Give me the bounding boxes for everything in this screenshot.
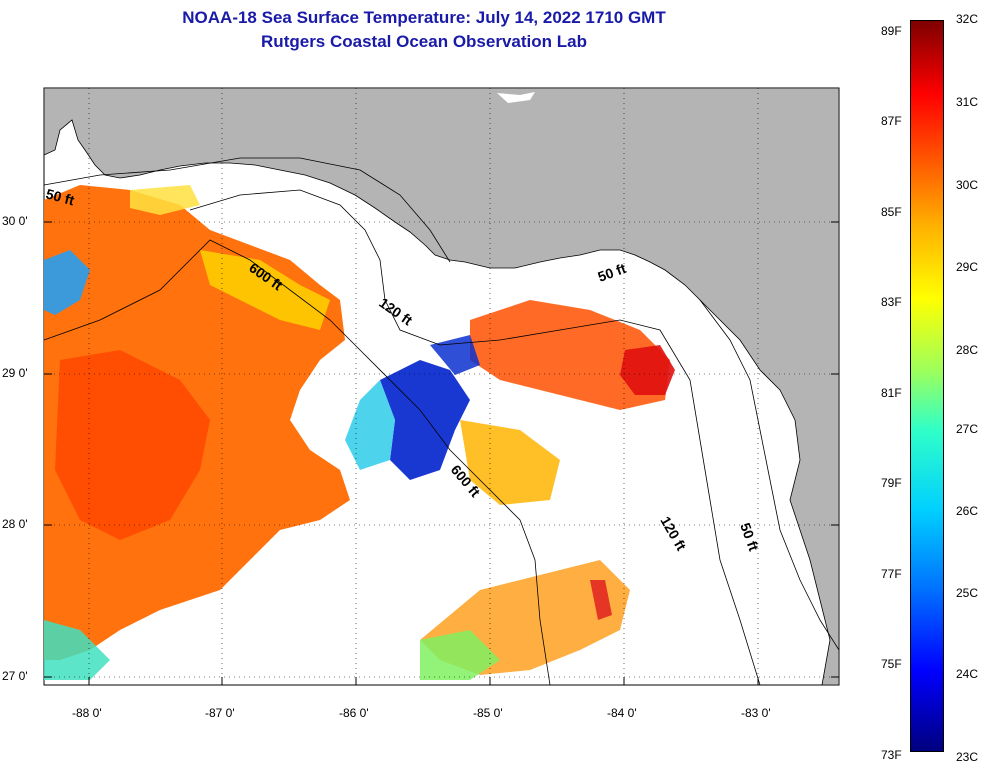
cbar-c-29: 29C [956, 260, 979, 274]
cbar-c-24: 24C [956, 667, 979, 681]
land-island [497, 92, 535, 103]
sst-patch-mixed-center [460, 420, 560, 505]
cbar-c-28: 28C [956, 343, 979, 357]
chart-subtitle: Rutgers Coastal Ocean Observation Lab [261, 32, 587, 51]
cbar-c-32: 32C [956, 12, 979, 26]
lat-label-28: 28 0' [2, 517, 28, 531]
cbar-f-77: 77F [881, 567, 902, 581]
lon-label-87: -87 0' [205, 706, 235, 720]
land-mass [43, 87, 840, 686]
sst-patch-south-green [420, 630, 500, 680]
sst-patch-warm-center [470, 300, 670, 410]
sst-patch-north-coast [130, 185, 200, 215]
lon-label-84: -84 0' [607, 706, 637, 720]
cbar-f-85: 85F [881, 205, 902, 219]
contour-50ft-east [699, 299, 840, 651]
sst-map: 50 ft 600 ft 120 ft 50 ft 600 ft 120 ft … [43, 87, 840, 686]
cbar-f-75: 75F [881, 657, 902, 671]
sst-patch-yellow-west [200, 250, 330, 330]
temperature-colorbar [910, 20, 944, 752]
lat-label-27: 27 0' [2, 669, 28, 683]
cbar-f-81: 81F [881, 386, 902, 400]
lat-label-29: 29 0' [2, 366, 28, 380]
chart-title: NOAA-18 Sea Surface Temperature: July 14… [182, 8, 666, 27]
cbar-c-30: 30C [956, 178, 979, 192]
cbar-f-87: 87F [881, 114, 902, 128]
depth-contours [43, 157, 840, 686]
contour-600ft [43, 239, 551, 686]
sst-patch-red-east [620, 345, 675, 395]
cbar-c-27: 27C [956, 422, 979, 436]
cbar-f-73: 73F [881, 748, 902, 762]
contour-label-50ft-west: 50 ft [44, 185, 76, 208]
cbar-f-89: 89F [881, 24, 902, 38]
lon-label-85: -85 0' [473, 706, 503, 720]
cbar-f-79: 79F [881, 476, 902, 490]
cbar-c-23: 23C [956, 750, 979, 764]
sst-patch-cyan-front [345, 380, 395, 470]
contour-120ft [189, 189, 761, 686]
cbar-f-83: 83F [881, 295, 902, 309]
sst-patch-cool-west [44, 250, 90, 315]
cbar-c-31: 31C [956, 95, 979, 109]
lon-label-86: -86 0' [339, 706, 369, 720]
sst-patch-blue-front [380, 360, 470, 480]
lat-label-30: 30 0' [2, 214, 28, 228]
cbar-c-26: 26C [956, 504, 979, 518]
sst-patch-teal-southwest [44, 620, 110, 680]
contour-50ft [43, 157, 451, 263]
sst-data-layer [44, 185, 675, 680]
lon-label-88: -88 0' [72, 706, 102, 720]
cbar-c-25: 25C [956, 586, 979, 600]
sst-patch-orange-inner [55, 350, 210, 540]
sst-patch-south-red [590, 580, 612, 620]
lon-label-83: -83 0' [741, 706, 771, 720]
